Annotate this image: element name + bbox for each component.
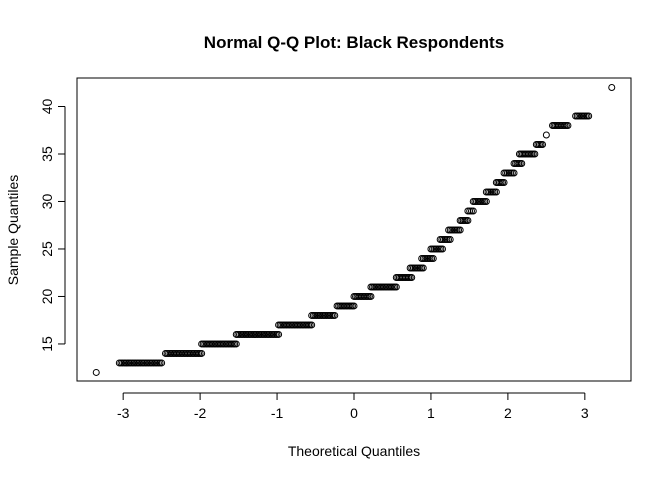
x-tick-label: 2 (504, 405, 512, 421)
data-point (408, 273, 416, 281)
data-point (438, 245, 446, 253)
y-tick-label: 40 (39, 98, 55, 114)
data-point (510, 169, 518, 177)
data-point (275, 330, 283, 338)
x-tick-label: -2 (194, 405, 207, 421)
data-point (367, 292, 375, 300)
y-tick-label: 15 (39, 336, 55, 352)
y-tick-label: 25 (39, 241, 55, 257)
x-tick-label: -1 (271, 405, 284, 421)
y-axis-title: Sample Quantiles (5, 175, 21, 286)
data-point (446, 235, 454, 243)
data-point (500, 178, 508, 186)
chart-title: Normal Q-Q Plot: Black Respondents (204, 33, 504, 52)
x-tick-label: 1 (427, 405, 435, 421)
data-point (539, 140, 547, 148)
data-point (158, 359, 166, 367)
x-tick-label: 0 (350, 405, 358, 421)
x-tick-label: -3 (117, 405, 130, 421)
data-point (392, 283, 400, 291)
y-tick-label: 20 (39, 288, 55, 304)
data-point (419, 264, 427, 272)
data-point (232, 340, 240, 348)
y-tick-label: 30 (39, 193, 55, 209)
data-point (531, 150, 539, 158)
x-axis: -3 -2 -1 0 1 2 3 (117, 392, 589, 421)
y-axis: 15 20 25 30 35 40 (39, 98, 66, 352)
data-point (456, 226, 464, 234)
data-point (350, 302, 358, 310)
plot-box (76, 77, 632, 382)
y-tick-label: 35 (39, 146, 55, 162)
data-point (482, 197, 490, 205)
data-point (469, 207, 477, 215)
data-point (564, 121, 572, 129)
data-point (331, 311, 339, 319)
data-point (464, 216, 472, 224)
data-point (308, 321, 316, 329)
x-axis-title: Theoretical Quantiles (288, 443, 420, 459)
data-point (585, 112, 593, 120)
data-points (92, 84, 616, 376)
data-point (542, 131, 550, 139)
data-point (492, 188, 500, 196)
data-point (92, 368, 100, 376)
x-tick-label: 3 (581, 405, 589, 421)
data-point (198, 349, 206, 357)
data-point (429, 254, 437, 262)
data-point (518, 159, 526, 167)
data-point (608, 84, 616, 91)
